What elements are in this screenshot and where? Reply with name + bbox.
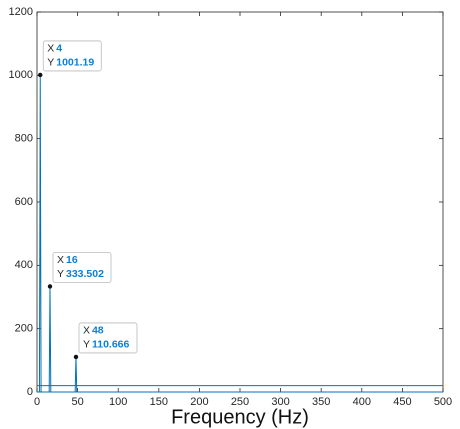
x-tick-label: 250 <box>231 396 249 408</box>
x-tick-label: 500 <box>434 396 452 408</box>
datatip-label: X <box>57 254 64 266</box>
datatip-value: 333.502 <box>66 268 104 280</box>
datatip-label: Y <box>57 268 64 280</box>
x-tick-label: 450 <box>393 396 411 408</box>
datatip-value: 48 <box>92 325 104 337</box>
datatip-value: 110.666 <box>92 339 130 351</box>
y-tick-label: 200 <box>15 323 33 335</box>
x-tick-label: 350 <box>312 396 330 408</box>
x-axis-label: Frequency (Hz) <box>171 406 309 428</box>
y-tick-label: 800 <box>15 133 33 145</box>
x-tick-label: 300 <box>271 396 289 408</box>
datatip-box <box>52 251 112 283</box>
datatip-value: 16 <box>66 254 78 266</box>
datatip-label: X <box>83 325 90 337</box>
x-tick-label: 400 <box>353 396 371 408</box>
datatip-label: X <box>47 43 54 55</box>
datatip: X 16Y 333.502 <box>52 251 112 283</box>
x-tick-label: 200 <box>190 396 208 408</box>
y-tick-label: 400 <box>15 259 33 271</box>
x-tick-label: 0 <box>34 396 40 408</box>
datatip-label: Y <box>47 57 54 69</box>
x-tick-label: 100 <box>109 396 127 408</box>
datatip: X 48Y 110.666 <box>78 322 138 354</box>
x-tick-label: 150 <box>150 396 168 408</box>
datatip-marker <box>47 284 53 289</box>
y-tick-label: 1000 <box>9 69 33 81</box>
y-tick-label: 0 <box>27 386 33 398</box>
x-tick-label: 50 <box>71 396 83 408</box>
datatip-value: 4 <box>56 43 62 55</box>
datatip-value: 1001.19 <box>56 57 94 69</box>
datatip-marker <box>73 354 79 360</box>
datatip-box <box>42 40 102 72</box>
y-tick-label: 1200 <box>9 6 33 18</box>
datatip: X 4Y 1001.19 <box>42 40 102 72</box>
datatip-marker <box>38 72 43 78</box>
datatip-label: Y <box>83 339 90 351</box>
y-tick-label: 600 <box>15 196 33 208</box>
datatip-box <box>78 322 138 354</box>
